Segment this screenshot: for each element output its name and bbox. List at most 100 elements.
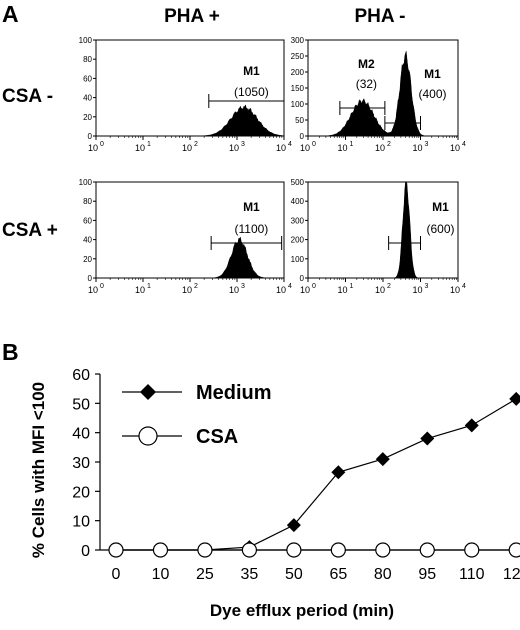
x-tick-exponent: 3 xyxy=(241,283,245,290)
x-tick-label: 10 xyxy=(229,285,239,295)
y-tick-label: 80 xyxy=(83,197,92,206)
gate-value: (1100) xyxy=(235,222,269,236)
y-tick-label: 100 xyxy=(291,100,305,109)
x-tick-label: 10 xyxy=(450,285,460,295)
data-point-csa xyxy=(286,542,302,558)
y-tick-label: 0 xyxy=(300,132,305,141)
x-tick-exponent: 4 xyxy=(462,141,466,148)
x-tick-label: 10 xyxy=(412,285,422,295)
x-tick-exponent: 1 xyxy=(147,283,151,290)
y-tick-label: 300 xyxy=(291,36,305,45)
y-axis-tick-label: 20 xyxy=(72,484,90,501)
histogram-distribution xyxy=(96,236,284,279)
data-point-csa xyxy=(419,542,435,558)
x-tick-label: 10 xyxy=(276,143,286,153)
x-tick-exponent: 4 xyxy=(288,283,292,290)
y-tick-label: 20 xyxy=(83,113,92,122)
x-tick-exponent: 0 xyxy=(100,141,104,148)
y-axis-tick-label: 50 xyxy=(72,396,90,413)
gate-value: (32) xyxy=(356,77,377,91)
y-tick-label: 100 xyxy=(79,36,93,45)
y-tick-label: 60 xyxy=(83,216,92,225)
x-tick-label: 10 xyxy=(450,143,460,153)
x-tick-exponent: 3 xyxy=(241,141,245,148)
y-tick-label: 300 xyxy=(291,216,305,225)
legend-label: Medium xyxy=(196,382,272,404)
x-tick-label: 10 xyxy=(375,143,385,153)
data-point-csa xyxy=(464,542,480,558)
panel-b-letter: B xyxy=(2,339,19,365)
x-tick-exponent: 2 xyxy=(387,141,391,148)
x-tick-exponent: 1 xyxy=(350,283,354,290)
row-header-csa-minus: CSA - xyxy=(2,86,53,107)
x-tick-exponent: 3 xyxy=(425,283,429,290)
y-tick-label: 20 xyxy=(83,255,92,264)
data-point-medium xyxy=(509,391,520,406)
data-point-csa xyxy=(508,542,520,558)
legend-label: CSA xyxy=(196,426,238,448)
gate-value: (600) xyxy=(426,222,454,236)
data-point-csa xyxy=(375,542,391,558)
gate-label: M1 xyxy=(424,67,441,81)
x-tick-exponent: 2 xyxy=(387,283,391,290)
y-tick-label: 60 xyxy=(83,74,92,83)
line-chart-dye-efflux: 0 10 20 30 40 50 60 0 10 25 35 50 65 80 95 110 120 Medium… xyxy=(72,367,520,583)
y-axis-tick-label: 40 xyxy=(72,426,90,443)
gate-value: (1050) xyxy=(234,85,269,99)
y-tick-label: 200 xyxy=(291,236,305,245)
y-tick-label: 50 xyxy=(295,116,304,125)
x-tick-label: 10 xyxy=(182,143,192,153)
legend-marker-csa xyxy=(138,426,158,446)
x-tick-exponent: 2 xyxy=(194,283,198,290)
gate-label: M1 xyxy=(243,64,260,78)
gate-label: M1 xyxy=(243,200,260,214)
x-tick-label: 10 xyxy=(375,285,385,295)
y-tick-label: 150 xyxy=(291,84,305,93)
x-tick-exponent: 1 xyxy=(350,141,354,148)
data-point-medium xyxy=(331,465,346,480)
data-point-medium xyxy=(420,431,435,446)
y-tick-label: 80 xyxy=(83,55,92,64)
x-tick-label: 10 xyxy=(337,143,347,153)
x-axis-tick-label: 65 xyxy=(329,566,347,583)
x-tick-exponent: 0 xyxy=(100,283,104,290)
x-tick-exponent: 1 xyxy=(147,141,151,148)
data-point-medium xyxy=(286,518,301,533)
y-tick-label: 40 xyxy=(83,236,92,245)
x-tick-exponent: 4 xyxy=(288,141,292,148)
x-axis-tick-label: 80 xyxy=(374,566,392,583)
row-header-csa-plus: CSA + xyxy=(2,220,58,241)
y-tick-label: 250 xyxy=(291,52,305,61)
x-tick-exponent: 0 xyxy=(312,141,316,148)
y-tick-label: 0 xyxy=(300,274,305,283)
x-tick-label: 10 xyxy=(182,285,192,295)
y-tick-label: 100 xyxy=(79,178,93,187)
y-tick-label: 100 xyxy=(291,255,305,264)
column-header-pha-minus: PHA - xyxy=(354,6,405,27)
x-axis-tick-label: 120 xyxy=(503,566,520,583)
gate-label: M1 xyxy=(432,200,449,214)
histogram-distribution xyxy=(308,181,458,279)
data-point-csa xyxy=(152,542,169,558)
x-axis-tick-label: 50 xyxy=(285,566,303,583)
y-tick-label: 200 xyxy=(291,68,305,77)
x-tick-exponent: 0 xyxy=(312,283,316,290)
y-axis-tick-label: 60 xyxy=(72,367,90,384)
x-tick-label: 10 xyxy=(135,143,145,153)
data-point-csa xyxy=(241,542,258,558)
x-tick-label: 10 xyxy=(337,285,347,295)
y-tick-label: 0 xyxy=(88,274,93,283)
x-tick-label: 10 xyxy=(300,285,310,295)
x-axis-tick-label: 35 xyxy=(241,566,259,583)
y-tick-label: 40 xyxy=(83,94,92,103)
data-point-medium xyxy=(375,452,390,467)
y-axis-tick-label: 30 xyxy=(72,455,90,472)
x-tick-label: 10 xyxy=(229,143,239,153)
x-axis-tick-label: 25 xyxy=(196,566,214,583)
x-tick-exponent: 4 xyxy=(462,283,466,290)
